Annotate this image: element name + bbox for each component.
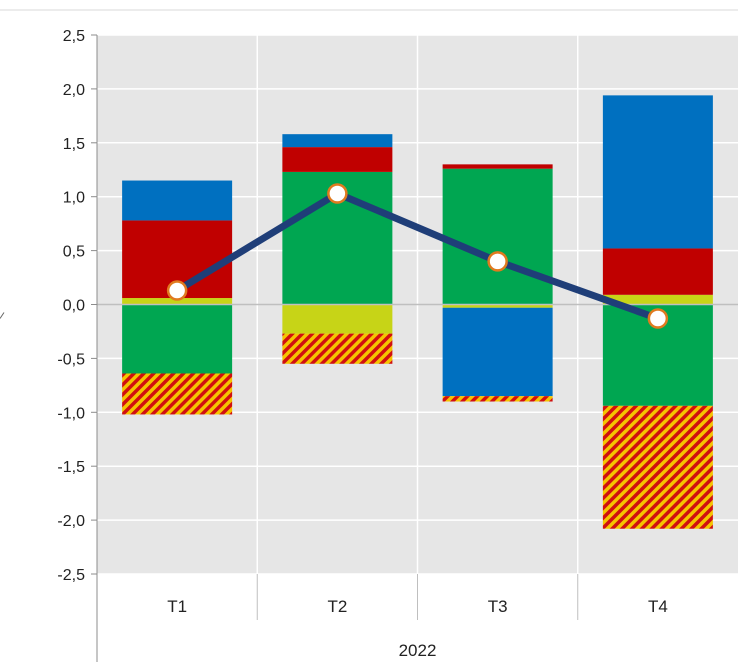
bar-segment-t1-series-1 [122, 298, 233, 305]
bar-segment-t1-series-5 [122, 373, 233, 415]
bar-segment-t2-series-4 [282, 134, 393, 148]
bar-segment-t4-series-5 [602, 405, 713, 529]
x-category-label: T3 [488, 597, 508, 616]
bar-segment-t3-series-5 [442, 396, 553, 402]
y-tick-label: 0,5 [63, 244, 85, 261]
line-series [175, 189, 660, 322]
y-tick-label: -0,5 [57, 351, 85, 368]
bar-segment-t4-series-1 [602, 294, 713, 305]
bar-segment-t2-series-3 [282, 147, 393, 172]
bar-segment-t3-series-3 [442, 164, 553, 169]
x-group-label: 2022 [399, 641, 437, 660]
x-category-label: T4 [648, 597, 668, 616]
y-tick-label: 0,0 [63, 298, 85, 315]
x-category-label: T2 [327, 597, 347, 616]
line-point-t4 [647, 308, 669, 329]
y-tick-label: -2,0 [57, 513, 85, 530]
y-tick-label: -1,5 [57, 459, 85, 476]
y-tick-label: -2,5 [57, 567, 85, 584]
bar-segment-t3-series-1 [442, 304, 553, 308]
x-category-label: T1 [167, 597, 187, 616]
line-point-t2 [327, 183, 348, 204]
bar-segment-t3-series-4 [442, 307, 553, 397]
bar-segment-t4-series-4 [602, 95, 713, 249]
y-tick-label: 1,0 [63, 190, 85, 207]
bar-segment-t3-series-2 [442, 168, 553, 305]
y-tick-label: -1,0 [57, 405, 85, 422]
bar-segment-t2-series-5 [282, 333, 393, 364]
y-tick-label: 1,5 [63, 136, 85, 153]
bar-segment-t4-series-3 [602, 248, 713, 295]
y-tick-label: 2,0 [63, 82, 85, 99]
line-point-t3 [487, 251, 508, 272]
y-tick-label: 2,5 [63, 28, 85, 45]
bar-segment-t1-series-2 [122, 304, 233, 374]
bar-segment-t1-series-4 [122, 180, 233, 221]
line-point-t1 [166, 280, 188, 301]
bar-segment-t2-series-1 [282, 304, 393, 334]
left-edge-mark [0, 312, 5, 319]
